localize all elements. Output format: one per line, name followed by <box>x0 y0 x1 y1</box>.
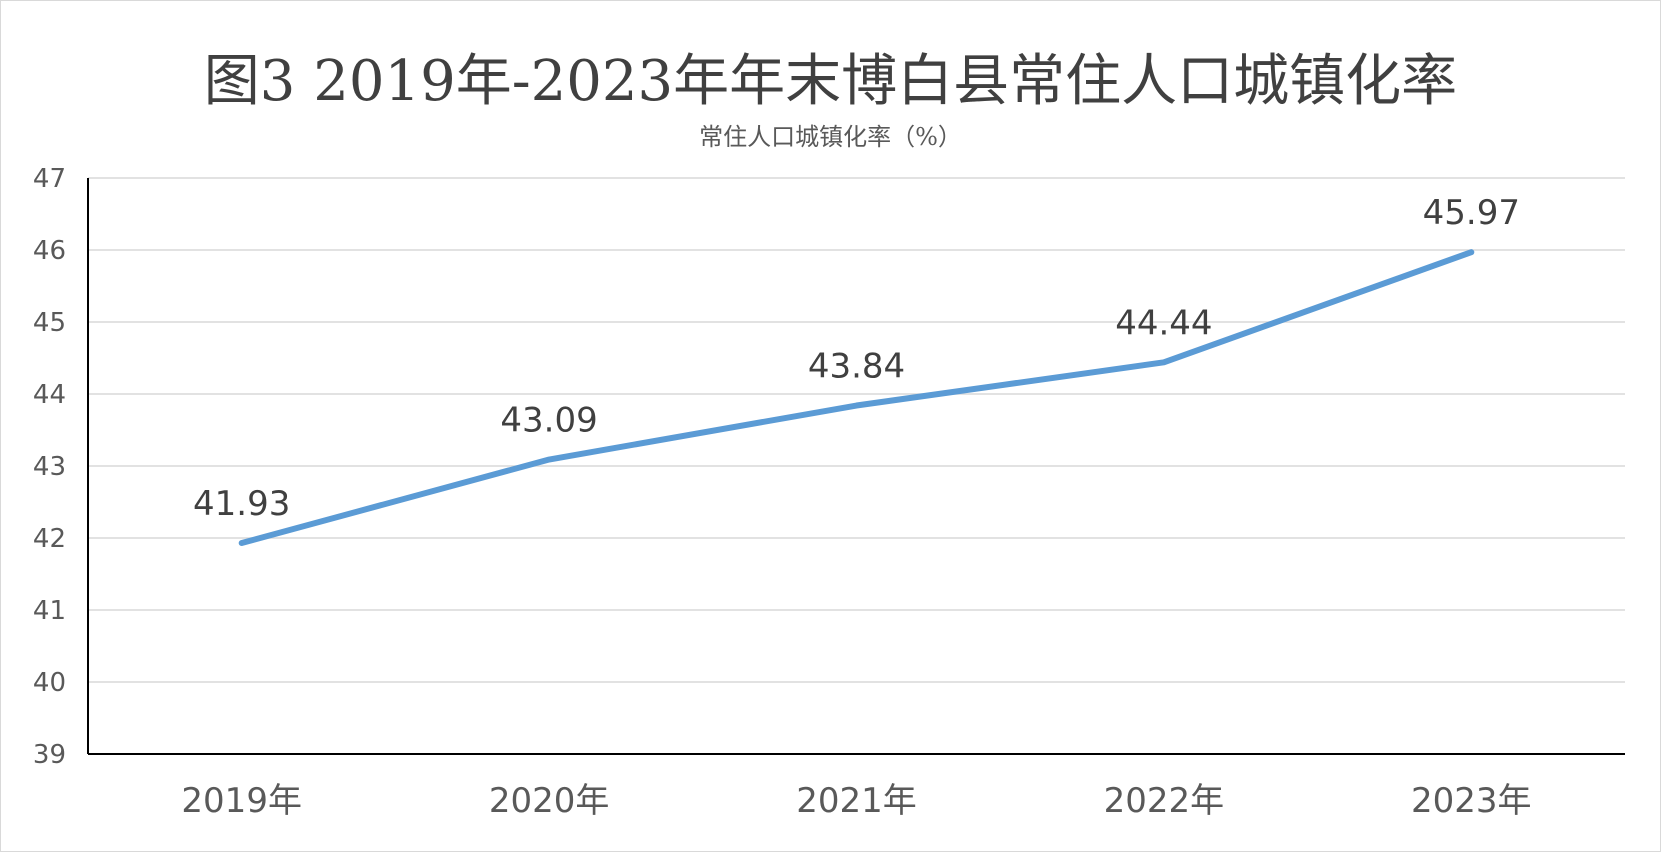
chart-title: 图3 2019年-2023年年末博白县常住人口城镇化率 <box>203 49 1458 114</box>
series-line <box>238 249 1475 547</box>
y-tick-label: 39 <box>33 740 66 770</box>
x-tick-label: 2019年 <box>181 781 302 821</box>
y-axis-ticks: 39 40 41 42 43 44 45 46 47 <box>33 164 66 770</box>
y-tick-label: 44 <box>33 380 66 410</box>
data-label: 43.84 <box>808 347 905 387</box>
x-tick-label: 2022年 <box>1104 781 1225 821</box>
x-tick-label: 2020年 <box>489 781 610 821</box>
y-tick-label: 47 <box>33 164 66 194</box>
data-label: 41.93 <box>193 484 290 524</box>
y-tick-label: 42 <box>33 524 66 554</box>
y-tick-label: 46 <box>33 236 66 266</box>
data-label: 44.44 <box>1115 303 1212 343</box>
y-tick-label: 40 <box>33 668 66 698</box>
x-tick-label: 2021年 <box>796 781 917 821</box>
data-label: 43.09 <box>500 401 597 441</box>
x-axis-ticks: 2019年 2020年 2021年 2022年 2023年 <box>181 781 1531 821</box>
data-label: 45.97 <box>1423 193 1520 233</box>
chart-subtitle: 常住人口城镇化率（%） <box>699 123 962 151</box>
y-tick-label: 43 <box>33 452 66 482</box>
x-tick-label: 2023年 <box>1411 781 1532 821</box>
gridlines <box>88 177 1625 683</box>
y-tick-label: 45 <box>33 308 66 338</box>
y-tick-label: 41 <box>33 596 66 626</box>
series <box>238 249 1475 547</box>
axes <box>87 178 1625 755</box>
data-labels: 41.93 43.09 43.84 44.44 45.97 <box>193 193 1520 524</box>
